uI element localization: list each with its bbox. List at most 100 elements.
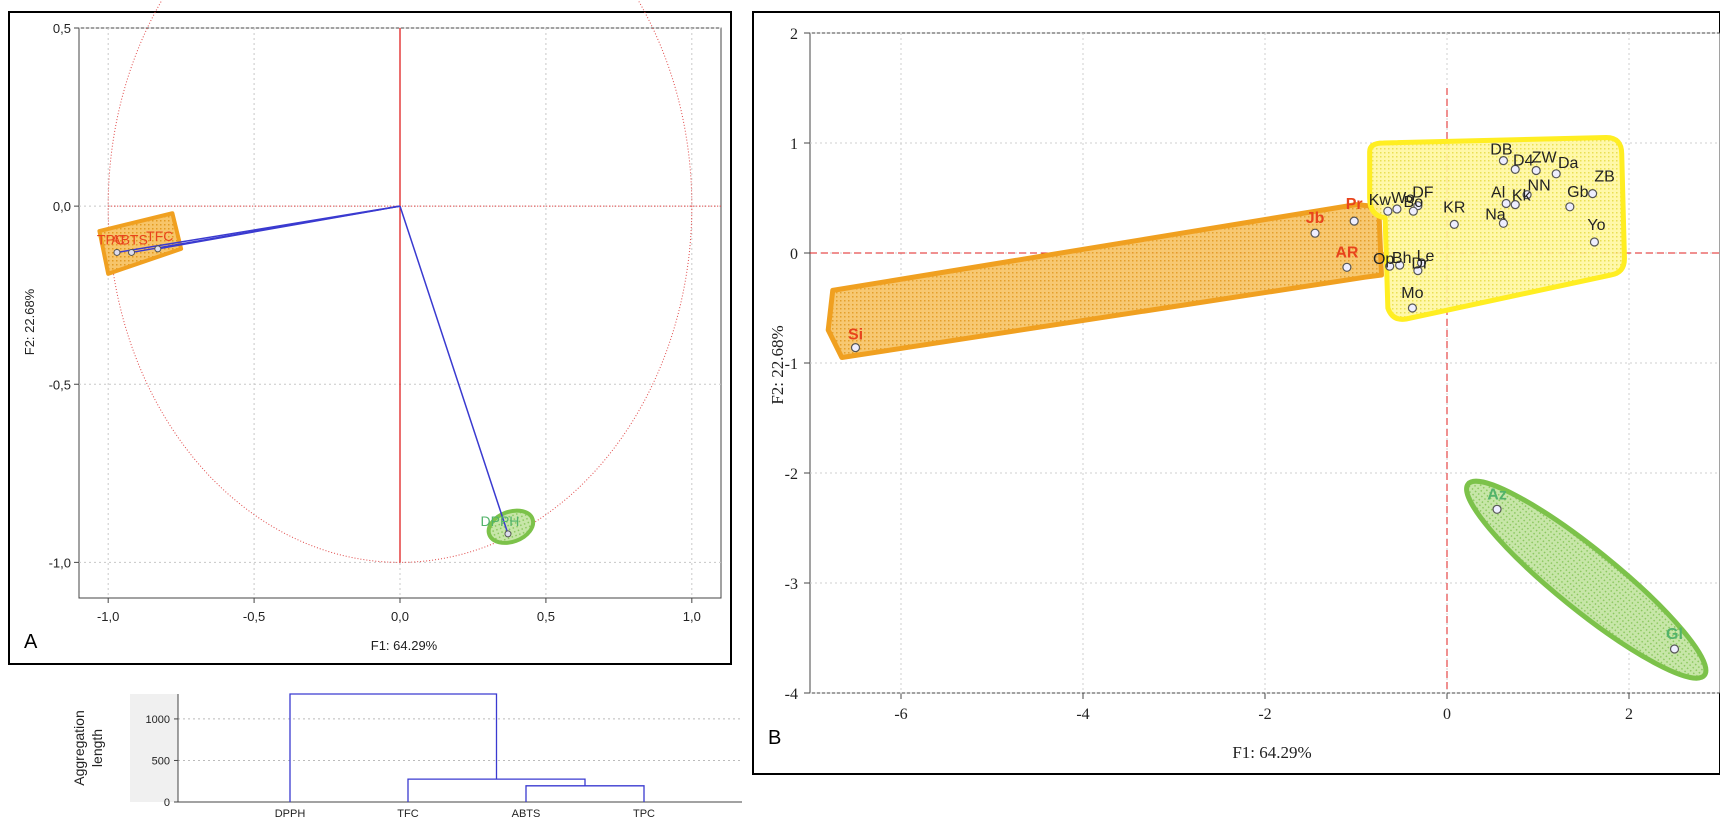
chart-b-point-label: AR [1335,244,1359,261]
chart-b-score-point [1587,189,1598,199]
chart-c-plot-inner [178,694,742,802]
chart-b-y-tick-label: 0 [790,246,798,263]
chart-a-variable-point [504,530,512,538]
chart-a-variable-label: ABTS [111,231,148,247]
chart-b-point-label: Kk [1512,188,1532,205]
chart-b-x-tick-label: 0 [1443,706,1451,723]
chart-b-score-point [1669,644,1680,654]
chart-b-score-point [1492,504,1502,514]
chart-b-point-label: Da [1558,155,1579,172]
chart-a-loading-vector [399,205,509,535]
chart-a-variable-point [128,248,136,256]
chart-b-score-point [1449,219,1459,229]
chart-b-score-point [1565,202,1575,212]
chart-b-point-label: Kw [1369,192,1392,209]
chart-a-x-tick-label: 0,0 [391,609,409,624]
chart-b-score-point [1531,165,1541,176]
chart-c-y-tick-label: 500 [152,755,170,767]
chart-a-y-tick-label: 0,0 [53,199,71,214]
chart-a-ylabel: F2: 22.68% [22,288,37,355]
chart-b-score-point [1395,260,1405,270]
chart-b-point-label: ZW [1532,150,1558,167]
chart-c: 0 500 1000 DPPH TFC ABTS TPC Aggregation length [71,693,742,820]
chart-b-point-label: Wo [1391,190,1415,207]
chart-b-score-point [1510,200,1520,210]
chart-b-point-label: Jb [1306,210,1325,227]
chart-b-x-tick-label: 2 [1625,706,1633,723]
chart-b-score-point [1408,206,1418,216]
chart-b-y-tick-label: 2 [790,26,798,43]
chart-b-score-point [1413,266,1423,276]
chart-b-point-label: DF [1412,185,1434,202]
chart-a-y-tick-label: -1,0 [49,555,71,570]
chart-a-variable-point [154,245,162,253]
chart-b-point-label: Bo [1404,194,1424,211]
chart-a-y-tick-label: -0,5 [49,377,71,392]
chart-c-dendrogram-link [407,778,586,802]
chart-b-ylabel: F2: 22.68% [768,325,787,404]
chart-a-x-tick-label: -1,0 [97,609,119,624]
chart-b-score-point [1310,228,1320,238]
chart-a-x-tick-label: 0,5 [537,609,555,624]
chart-b-score-point [1551,169,1561,179]
chart-a-x-tick-label: -0,5 [243,609,265,624]
chart-b-y-tick-label: 1 [790,136,798,153]
chart-a-loading-vector [157,205,401,250]
chart-b-score-point [1407,303,1418,313]
chart-b-score-point [1385,261,1395,271]
chart-b-point-label: Yo [1587,217,1605,234]
chart-b-x-tick-label: -2 [1258,706,1271,723]
chart-b-y-tick-label: -4 [785,686,798,703]
chart-b-score-point [1522,190,1532,200]
chart-c-leaf-label: ABTS [512,808,541,820]
chart-b-score-point [1501,198,1511,209]
chart-b-yellow-group-highlight [1367,135,1627,322]
chart-b-score-point [1498,218,1509,228]
chart-c-dendrogram-link [289,693,498,802]
chart-b-green-group-highlight [1464,478,1709,681]
chart-b-point-label: KR [1443,199,1465,216]
chart-b-point-label: ZB [1594,169,1614,186]
chart-b-point-label: Az [1487,486,1507,503]
chart-b-y-tick-label: -3 [785,576,798,593]
chart-b-score-point [850,343,861,353]
chart-b-score-point [1510,164,1520,174]
chart-a-variable-label: DPPH [481,513,520,529]
chart-c-y-tick-label: 1000 [146,714,170,726]
chart-b-point-label: Op [1373,251,1394,268]
chart-a-variable-point [113,248,121,256]
chart-a: -1,0 -0,5 0,0 0,5 1,0 0,5 0,0 -0,5 -1,0 TPCABTSTF… [49,0,722,624]
chart-b-x-tick-label: -4 [1076,706,1089,723]
chart-b-y-tick-label: -2 [785,466,798,483]
chart-b-point-label: Dr [1411,256,1429,273]
chart-c-y-tick-label: 0 [164,797,170,809]
chart-b-point-label: Le [1417,248,1435,265]
chart-b-x-tick-label: -6 [894,706,907,723]
panel-b-label: B [768,727,781,749]
chart-b-y-tick-label: -1 [785,356,798,373]
chart-b-score-point [1392,204,1402,214]
chart-c-ylabel-line1: Aggregation [71,710,87,786]
chart-b-orange-group-highlight [825,202,1384,360]
chart-b-score-point [1342,262,1352,272]
chart-b-score-point [1383,206,1393,216]
chart-b-point-label: NN [1528,178,1551,195]
chart-c-leaf-label: DPPH [275,808,306,820]
chart-b-point-label: Si [848,327,863,344]
chart-a-green-group-highlight [486,508,536,545]
chart-b-score-point [1349,216,1359,226]
chart-b-point-label: DB [1490,142,1512,159]
chart-b-point-label: Gl [1666,626,1683,643]
chart-b-point-label: D4 [1513,152,1534,169]
chart-b-xlabel: F1: 64.29% [1232,743,1311,762]
chart-c-leaf-label: TPC [633,808,655,820]
chart-a-variable-label: TFC [146,228,173,244]
chart-b-point-label: Al [1491,185,1505,202]
chart-b-point-label: Bh [1392,250,1412,267]
chart-a-variable-label: TPC [97,231,125,247]
chart-b-score-point [1589,237,1600,247]
chart-b-point-label: Na [1485,206,1506,223]
chart-b-point-label: Pr [1346,196,1363,213]
chart-a-y-tick-label: 0,5 [53,21,71,36]
